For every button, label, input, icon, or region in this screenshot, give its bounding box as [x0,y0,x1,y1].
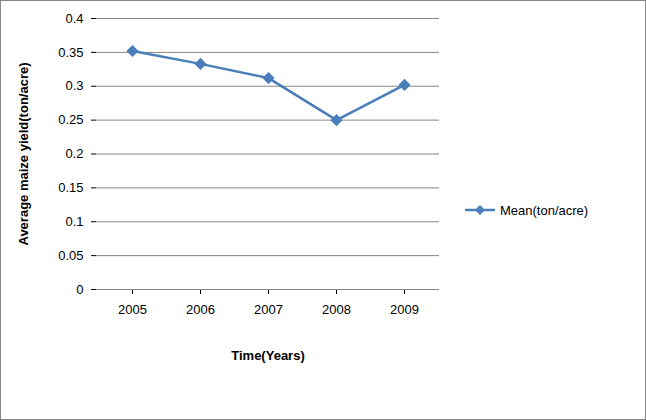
svg-text:Average maize yield(ton/acre): Average maize yield(ton/acre) [16,62,31,245]
svg-text:0.35: 0.35 [58,45,83,60]
svg-text:0: 0 [76,282,83,297]
svg-text:0.3: 0.3 [65,78,83,93]
html-text:Mean(ton/acre): Mean(ton/acre) [500,202,589,218]
svg-text:2005: 2005 [118,302,147,317]
svg-text:2007: 2007 [254,302,283,317]
svg-text:2009: 2009 [390,302,419,317]
svg-text:Time(Years): Time(Years) [231,348,304,363]
svg-text:2008: 2008 [322,302,351,317]
svg-text:0.25: 0.25 [58,112,83,127]
svg-text:2006: 2006 [186,302,215,317]
svg-text:0.4: 0.4 [65,11,83,26]
svg-text:0.15: 0.15 [58,180,83,195]
svg-text:0.05: 0.05 [58,248,83,263]
svg-text:0.2: 0.2 [65,146,83,161]
svg-text:0.1: 0.1 [65,214,83,229]
